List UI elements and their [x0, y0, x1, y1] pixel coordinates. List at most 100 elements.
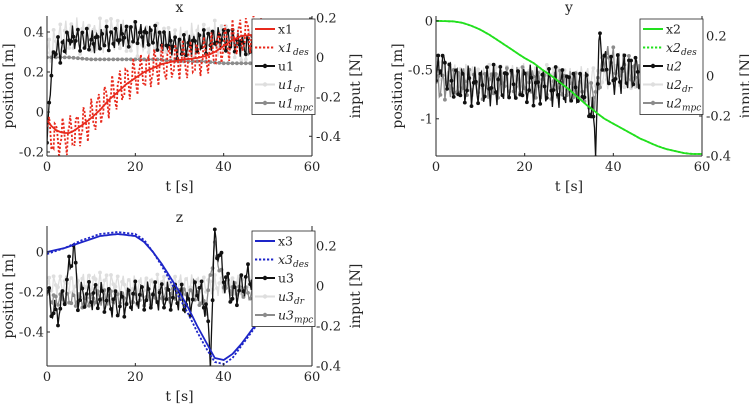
point-u2 — [604, 67, 609, 72]
legend-marker — [262, 275, 268, 281]
point-u3_dr — [155, 272, 160, 277]
point-u1 — [137, 30, 142, 35]
point-u3 — [209, 368, 213, 372]
point-u2 — [480, 83, 485, 88]
y-left-tick-label: -0.2 — [19, 146, 44, 161]
point-u1_mpc — [102, 57, 107, 62]
point-u3 — [133, 279, 138, 284]
point-u1 — [153, 23, 158, 28]
legend-label-subscript: des — [681, 48, 697, 58]
point-u2 — [615, 53, 620, 57]
point-u2 — [509, 68, 514, 73]
point-u1 — [80, 30, 85, 35]
point-u2 — [443, 60, 447, 65]
point-u2 — [474, 79, 478, 84]
point-u2_dr — [494, 65, 498, 70]
point-u3 — [235, 303, 239, 308]
point-u3 — [204, 302, 208, 307]
point-u3 — [246, 262, 250, 267]
point-u1 — [186, 41, 191, 45]
point-u1 — [122, 35, 127, 40]
point-u3 — [89, 300, 94, 305]
point-u3 — [113, 289, 118, 294]
point-u1 — [49, 73, 54, 78]
point-u1 — [106, 48, 111, 53]
point-u1 — [140, 35, 144, 39]
point-u3_dr — [115, 274, 120, 279]
point-u2 — [449, 78, 454, 83]
point-u2 — [513, 96, 518, 100]
point-u1_dr — [166, 26, 171, 30]
point-u2 — [624, 81, 629, 85]
point-u1 — [226, 28, 231, 33]
point-u1_dr — [243, 57, 248, 62]
point-u3 — [193, 280, 197, 285]
point-u2_mpc — [505, 66, 509, 71]
point-u3_dr — [217, 281, 222, 285]
point-u3_mpc — [182, 287, 186, 291]
point-u2 — [551, 88, 556, 92]
point-u3 — [87, 280, 91, 284]
point-u3 — [131, 291, 136, 296]
point-u1_dr — [164, 50, 169, 54]
point-u3 — [118, 304, 122, 309]
point-u2_mpc — [482, 72, 487, 76]
y-right-tick-label: 0 — [316, 51, 324, 66]
point-u1_dr — [78, 52, 82, 56]
point-u2 — [540, 72, 545, 77]
point-u1_mpc — [62, 55, 67, 60]
point-u1_dr — [115, 18, 120, 23]
y-right-tick-label: 0.2 — [316, 11, 337, 26]
point-u2_dr — [622, 85, 627, 90]
point-u1 — [193, 39, 197, 43]
point-u2_mpc — [520, 65, 525, 69]
point-u3_dr — [80, 276, 85, 281]
point-u3 — [126, 288, 131, 293]
point-u1 — [58, 61, 63, 65]
point-u2 — [440, 53, 445, 58]
point-u2 — [600, 68, 605, 72]
point-u3_mpc — [71, 293, 76, 298]
point-u3 — [201, 305, 206, 310]
point-u3 — [210, 298, 215, 303]
point-u3 — [186, 296, 191, 301]
point-u1_dr — [80, 26, 85, 31]
point-u1 — [162, 30, 166, 35]
point-u3 — [232, 285, 237, 290]
point-u2 — [436, 53, 441, 58]
point-u2_mpc — [593, 90, 598, 94]
legend-label-subscript: dr — [682, 85, 693, 95]
legend-label: x3 — [278, 234, 293, 249]
point-u2 — [447, 62, 452, 67]
point-u3 — [153, 280, 158, 285]
point-u3_dr — [162, 274, 166, 279]
point-u1_dr — [98, 16, 102, 21]
legend-marker — [262, 312, 268, 318]
point-u1_dr — [201, 22, 206, 27]
point-u3_mpc — [56, 303, 60, 307]
point-u2 — [538, 102, 543, 106]
point-u1 — [109, 30, 113, 34]
point-u1_dr — [118, 46, 122, 51]
point-u3 — [49, 314, 54, 319]
point-u2 — [622, 53, 627, 58]
point-u2 — [485, 65, 489, 70]
point-u2_mpc — [436, 74, 441, 79]
point-u2 — [571, 71, 576, 76]
point-u1_mpc — [235, 61, 239, 66]
point-u3 — [106, 287, 111, 291]
point-u3 — [182, 307, 186, 312]
point-u3_dr — [95, 285, 100, 290]
legend-label-subscript: dr — [294, 297, 305, 307]
point-u3_mpc — [69, 301, 74, 306]
point-u2 — [567, 75, 571, 80]
point-u1_dr — [195, 28, 200, 33]
point-u3_dr — [144, 276, 149, 281]
point-u2_dr — [600, 80, 605, 85]
point-u1_dr — [67, 46, 71, 50]
x-tick-label: 40 — [215, 160, 232, 175]
point-u1_dr — [212, 18, 217, 23]
point-u1_mpc — [93, 57, 98, 62]
point-u3 — [100, 289, 105, 293]
legend-marker — [650, 63, 656, 69]
